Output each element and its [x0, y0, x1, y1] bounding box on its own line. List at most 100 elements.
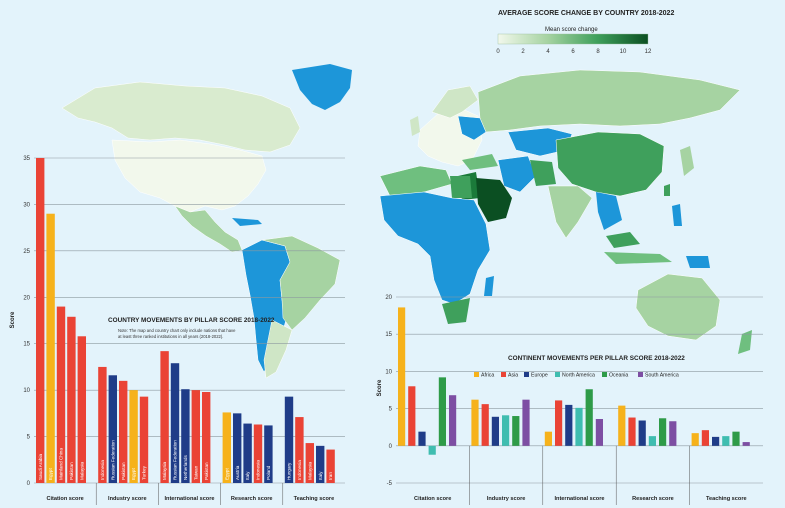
chart1-bar-label: Netherlands: [183, 455, 188, 480]
chart1-note: Note: The map and country chart only inc…: [118, 328, 236, 333]
chart1-bar-label: Pakistan: [69, 462, 74, 480]
map-turkey: [462, 154, 498, 170]
chart1-ytick: 15: [23, 342, 30, 348]
chart1-group-label: Research score: [231, 496, 273, 502]
chart1-ytick: 10: [23, 388, 30, 394]
map-malaysia: [606, 232, 640, 248]
chart2-bar: [628, 417, 636, 446]
chart2-bar: [722, 436, 730, 446]
chart2-bar: [659, 418, 667, 446]
chart2-bar: [575, 407, 583, 446]
chart2-bar: [669, 421, 677, 446]
chart2-ytick: 20: [385, 295, 392, 301]
map-se-asia: [596, 192, 622, 230]
map-png: [686, 256, 710, 268]
chart2-ytick: 10: [385, 369, 392, 375]
chart2-bar: [398, 307, 406, 446]
map-greenland: [292, 64, 352, 110]
chart1-bar: [316, 445, 325, 483]
map-canada: [61, 81, 301, 153]
chart2-legend-swatch: [555, 372, 560, 377]
chart1-bar-label: Malaysia: [79, 461, 84, 480]
chart1-bar: [243, 423, 252, 483]
chart2-bar: [544, 431, 552, 446]
chart1-bar: [108, 375, 117, 483]
chart2-bar: [712, 436, 720, 446]
chart1-bar-label: Egypt: [224, 468, 229, 480]
map-pakistan: [530, 160, 556, 186]
chart1-bar: [253, 424, 263, 483]
chart1-group-label: International score: [164, 496, 214, 502]
map-legend-tick: 0: [496, 49, 500, 55]
chart2-bar: [491, 416, 499, 446]
chart2-bar: [638, 420, 646, 446]
map-madagascar: [484, 276, 494, 296]
chart2-category-label: Citation score: [414, 496, 451, 502]
chart2-legend-swatch: [474, 372, 479, 377]
chart2-bar: [502, 415, 510, 446]
chart1-bar-label: Egypt: [131, 468, 136, 480]
chart2-legend-label: Asia: [508, 373, 518, 379]
map-legend-tick: 10: [620, 49, 627, 55]
map-south-africa: [442, 298, 470, 324]
chart2-bar: [585, 389, 593, 446]
chart2-bar: [701, 430, 709, 446]
chart1-bar-label: Indonesia: [297, 460, 302, 480]
chart1-bar-label: Malaysia: [162, 461, 167, 480]
chart1-bar: [119, 380, 128, 483]
chart2-title: CONTINENT MOVEMENTS PER PILLAR SCORE 201…: [508, 355, 685, 362]
chart1-bar: [202, 392, 211, 483]
chart1-bar: [295, 417, 304, 483]
chart2-bar: [618, 405, 626, 446]
chart1-bar-label: Austria: [235, 465, 240, 480]
chart2-ytick: 5: [389, 407, 393, 413]
map-legend-tick: 6: [571, 49, 575, 55]
chart1-bar-label: Italy: [318, 471, 323, 480]
chart1-bar-label: Saudi Arabia: [38, 454, 43, 480]
map-legend-title: Mean score change: [545, 27, 598, 33]
chart2-ytick: -5: [387, 481, 393, 487]
chart2-category-label: Research score: [632, 496, 674, 502]
map-philippines: [672, 204, 682, 226]
chart2-legend-label: Oceania: [609, 373, 628, 379]
chart2-bar: [555, 400, 563, 446]
chart1-bar: [305, 443, 314, 483]
chart2-bar: [418, 431, 426, 446]
chart2-legend-label: Europe: [531, 373, 548, 379]
chart1-ytick: 35: [23, 156, 30, 162]
chart1-bar-label: Italy: [245, 471, 250, 480]
chart1-bar: [36, 158, 45, 483]
chart1-bar-label: Malaysia: [307, 461, 312, 480]
chart1-bar: [170, 363, 180, 483]
chart2-legend-swatch: [524, 372, 529, 377]
chart1-bar: [160, 351, 169, 483]
chart1-group-label: Teaching score: [294, 496, 335, 502]
chart2-category-label: Teaching score: [706, 496, 747, 502]
chart2-legend-swatch: [602, 372, 607, 377]
chart1-bar-label: Poland: [266, 465, 271, 480]
chart1-bar-label: Pakistan: [204, 462, 209, 480]
chart1-bar: [264, 425, 273, 483]
map-china: [555, 131, 665, 197]
chart1-bar-label: Iran: [328, 472, 333, 480]
map-legend-tick: 4: [546, 49, 550, 55]
chart2-category-label: Industry score: [487, 496, 526, 502]
chart1-ytick: 0: [27, 481, 31, 487]
chart1-ytick: 30: [23, 202, 30, 208]
map-russia: [477, 69, 741, 133]
chart2-ytick: 15: [385, 332, 392, 338]
chart2-bar: [438, 377, 446, 446]
map-egypt: [450, 176, 472, 198]
chart2-bar: [691, 433, 699, 446]
chart1-bar-label: Egypt: [48, 468, 53, 480]
chart2-legend-swatch: [638, 372, 643, 377]
map-argentina: [263, 319, 293, 379]
chart2-bar: [522, 399, 530, 446]
chart2-legend-label: North America: [562, 373, 595, 379]
chart1-title: COUNTRY MOVEMENTS BY PILLAR SCORE 2018-2…: [108, 317, 275, 324]
chart1-ytick: 5: [27, 435, 31, 441]
chart1-bar: [284, 396, 294, 483]
map-scandinavia: [431, 85, 479, 119]
